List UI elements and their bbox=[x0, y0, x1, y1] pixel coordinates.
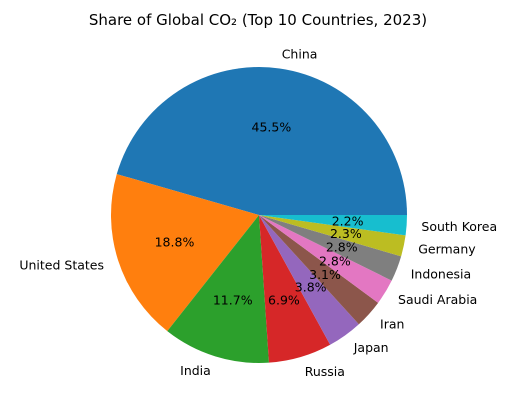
slice-saudi-arabia bbox=[259, 215, 392, 303]
pct-label-germany: 2.3% bbox=[330, 226, 362, 241]
chart-title: Share of Global CO₂ (Top 10 Countries, 2… bbox=[89, 11, 427, 29]
outer-labels: China United States India Russia Japan Iran Sa… bbox=[19, 46, 497, 378]
pct-label-japan: 3.8% bbox=[295, 280, 327, 295]
pct-label-united-states: 18.8% bbox=[155, 235, 195, 250]
label-iran: Iran bbox=[380, 316, 404, 331]
label-china: China bbox=[282, 46, 318, 61]
label-south-korea: South Korea bbox=[421, 219, 497, 234]
pct-labels: 45.5%18.8%11.7% 6.9%3.8%3.1%2.8%2.8%2.3%2… bbox=[155, 120, 364, 308]
pct-label-south-korea: 2.2% bbox=[332, 214, 364, 229]
slice-russia bbox=[259, 215, 331, 363]
label-indonesia: Indonesia bbox=[411, 267, 471, 282]
pct-label-russia: 6.9% bbox=[268, 293, 300, 308]
label-russia: Russia bbox=[305, 364, 345, 379]
pct-label-iran: 3.1% bbox=[309, 267, 341, 282]
slice-germany bbox=[259, 215, 406, 257]
slice-indonesia bbox=[259, 215, 402, 281]
label-united-states: United States bbox=[19, 257, 104, 272]
pct-label-saudi-arabia: 2.8% bbox=[319, 254, 351, 269]
slice-united-states bbox=[111, 174, 259, 332]
pct-label-india: 11.7% bbox=[213, 292, 253, 307]
label-india: India bbox=[180, 363, 211, 378]
slice-south-korea bbox=[259, 215, 407, 236]
pct-label-indonesia: 2.8% bbox=[326, 240, 358, 255]
label-japan: Japan bbox=[353, 340, 389, 355]
slice-iran bbox=[259, 215, 379, 325]
slice-japan bbox=[259, 215, 359, 345]
label-saudi-arabia: Saudi Arabia bbox=[398, 292, 477, 307]
slice-china bbox=[116, 66, 407, 215]
label-germany: Germany bbox=[418, 242, 476, 257]
pie-slices bbox=[111, 66, 407, 363]
slice-india bbox=[167, 215, 269, 363]
pct-label-china: 45.5% bbox=[252, 120, 292, 135]
